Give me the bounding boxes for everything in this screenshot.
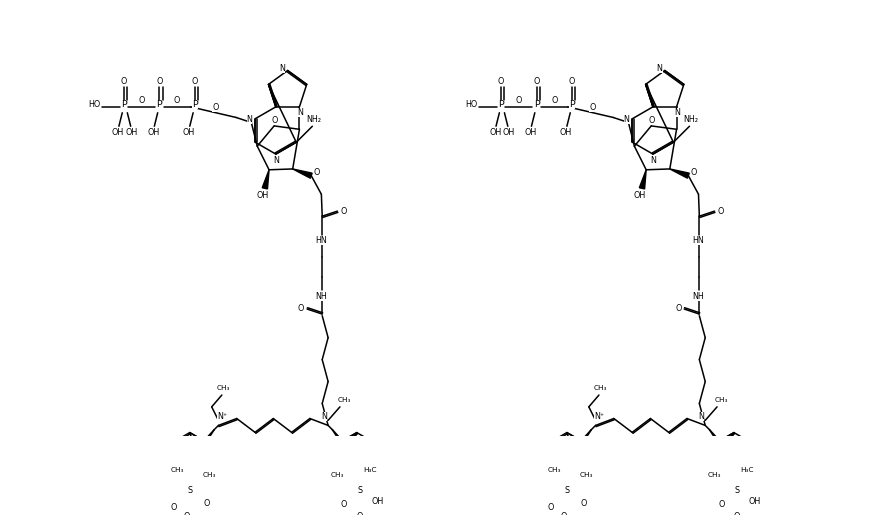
Text: O: O <box>341 500 347 509</box>
Text: O⁻: O⁻ <box>561 511 570 515</box>
Text: O: O <box>313 168 319 177</box>
Text: O: O <box>156 77 163 86</box>
Text: P: P <box>121 100 127 109</box>
Text: NH: NH <box>316 292 327 301</box>
Text: O: O <box>580 499 586 508</box>
Text: O: O <box>298 304 304 313</box>
Text: N: N <box>279 64 285 73</box>
Text: NH₂: NH₂ <box>306 115 321 124</box>
Text: N: N <box>674 108 679 117</box>
Text: O: O <box>589 104 595 112</box>
Text: O: O <box>515 96 521 106</box>
Text: CH₃: CH₃ <box>547 468 561 473</box>
Text: O: O <box>689 168 696 177</box>
Text: CH₃: CH₃ <box>171 468 184 473</box>
Text: NH₂: NH₂ <box>683 115 698 124</box>
Text: OH: OH <box>524 128 536 136</box>
Text: N: N <box>649 156 655 164</box>
Text: O⁻: O⁻ <box>183 511 194 515</box>
Text: O: O <box>173 96 180 106</box>
Text: OH: OH <box>148 128 159 136</box>
Text: O: O <box>212 104 218 112</box>
Text: CH₃: CH₃ <box>330 472 343 478</box>
Text: N: N <box>297 108 303 117</box>
Text: O: O <box>272 115 278 125</box>
Text: P: P <box>569 100 574 109</box>
Text: S: S <box>187 486 192 495</box>
Polygon shape <box>292 169 312 178</box>
Text: O: O <box>356 511 362 515</box>
Polygon shape <box>669 169 688 178</box>
Text: OH: OH <box>560 128 571 136</box>
Text: HN: HN <box>692 236 704 245</box>
Text: O: O <box>203 499 209 508</box>
Text: N: N <box>623 115 628 124</box>
Text: N⁺: N⁺ <box>216 411 226 421</box>
Text: N⁺: N⁺ <box>594 411 603 421</box>
Text: NH: NH <box>692 292 704 301</box>
Text: S: S <box>564 486 569 495</box>
Text: CH₃: CH₃ <box>706 472 720 478</box>
Text: CH₃: CH₃ <box>203 472 216 478</box>
Text: N: N <box>246 115 252 124</box>
Text: OH: OH <box>125 128 138 136</box>
Text: OH: OH <box>112 128 124 136</box>
Text: O: O <box>551 96 557 106</box>
Polygon shape <box>638 170 645 189</box>
Text: CH₃: CH₃ <box>216 385 230 391</box>
Text: O: O <box>121 77 127 86</box>
Text: OH: OH <box>488 128 501 136</box>
Text: OH: OH <box>748 497 760 506</box>
Text: HO: HO <box>89 100 100 109</box>
Text: O: O <box>497 77 503 86</box>
Text: O: O <box>648 115 654 125</box>
Text: HN: HN <box>316 236 327 245</box>
Text: P: P <box>533 100 539 109</box>
Text: N: N <box>321 413 326 421</box>
Text: P: P <box>191 100 198 109</box>
Text: CH₃: CH₃ <box>579 472 593 478</box>
Text: CH₃: CH₃ <box>713 397 727 403</box>
Text: OH: OH <box>371 497 384 506</box>
Text: S: S <box>734 486 739 495</box>
Text: CH₃: CH₃ <box>594 385 607 391</box>
Text: OH: OH <box>182 128 195 136</box>
Text: CH₃: CH₃ <box>337 397 350 403</box>
Text: H₃C: H₃C <box>363 468 376 473</box>
Text: P: P <box>498 100 503 109</box>
Text: N: N <box>273 156 278 164</box>
Text: H₃C: H₃C <box>739 468 753 473</box>
Text: N: N <box>656 64 662 73</box>
Text: O: O <box>340 207 346 216</box>
Text: O: O <box>547 503 553 512</box>
Text: HO: HO <box>465 100 477 109</box>
Text: O: O <box>717 500 723 509</box>
Text: O: O <box>533 77 539 86</box>
Text: P: P <box>156 100 162 109</box>
Polygon shape <box>262 170 269 189</box>
Text: O: O <box>139 96 145 106</box>
Text: N: N <box>697 413 704 421</box>
Text: O: O <box>568 77 575 86</box>
Text: O: O <box>171 503 177 512</box>
Text: OH: OH <box>633 192 645 200</box>
Text: O: O <box>191 77 198 86</box>
Text: OH: OH <box>502 128 514 136</box>
Text: O: O <box>716 207 723 216</box>
Text: S: S <box>358 486 362 495</box>
Text: O: O <box>674 304 680 313</box>
Text: OH: OH <box>256 192 268 200</box>
Text: O: O <box>732 511 738 515</box>
